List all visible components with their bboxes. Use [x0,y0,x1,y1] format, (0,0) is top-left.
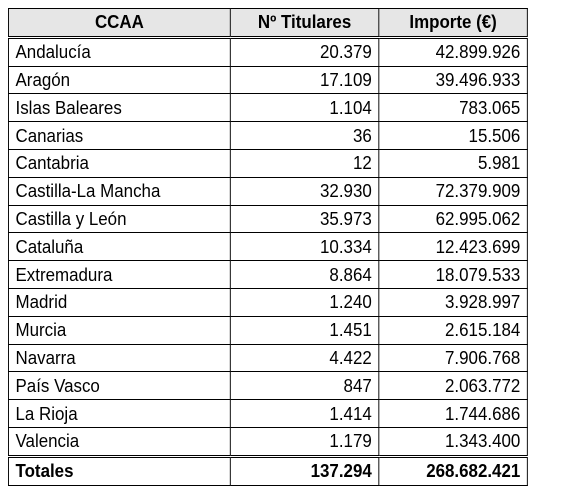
cell-importe: 39.496.933 [378,65,528,95]
cell-importe: 1.744.686 [378,399,528,428]
table-footer: Totales 137.294 268.682.421 [8,454,528,486]
cell-importe: 15.506 [378,121,528,150]
cell-importe: 3.928.997 [378,287,528,317]
table-body: Andalucía 20.379 42.899.926 Aragón 17.109 39.… [8,36,528,457]
header-ccaa: CCAA [8,8,231,39]
cell-importe: 62.995.062 [378,204,528,234]
header-row: CCAA Nº Titulares Importe (€) [8,8,528,39]
totals-row: Totales 137.294 268.682.421 [8,454,528,486]
cell-titulares: 32.930 [229,176,380,206]
cell-titulares: 35.973 [229,204,380,234]
cell-importe: 12.423.699 [378,232,528,262]
cell-titulares: 1.414 [229,399,380,428]
cell-titulares: 17.109 [229,65,380,95]
table-row: País Vasco 847 2.063.772 [8,371,528,401]
cell-titulares: 1.179 [229,426,380,457]
cell-titulares: 12 [229,148,380,178]
table-row: Castilla y León 35.973 62.995.062 [8,204,528,234]
cell-importe: 42.899.926 [378,36,528,67]
table-row: Valencia 1.179 1.343.400 [8,426,528,457]
cell-ccaa: Cantabria [8,148,231,178]
cell-titulares: 1.240 [229,287,380,317]
cell-ccaa: Cataluña [8,232,231,262]
cell-ccaa: Navarra [8,343,231,373]
totals-label: Totales [8,454,231,486]
cell-titulares: 36 [229,121,380,150]
table-row: Murcia 1.451 2.615.184 [8,315,528,345]
cell-importe: 1.343.400 [378,426,528,457]
cell-titulares: 20.379 [229,36,380,67]
cell-importe: 5.981 [378,148,528,178]
cell-importe: 72.379.909 [378,176,528,206]
table-row: Cataluña 10.334 12.423.699 [8,232,528,262]
cell-ccaa: Castilla y León [8,204,231,234]
table-row: Aragón 17.109 39.496.933 [8,65,528,95]
cell-ccaa: La Rioja [8,399,231,428]
cell-ccaa: Extremadura [8,260,231,289]
table-row: Andalucía 20.379 42.899.926 [8,36,528,67]
cell-importe: 7.906.768 [378,343,528,373]
totals-importe: 268.682.421 [378,454,528,486]
cell-titulares: 1.451 [229,315,380,345]
cell-ccaa: Islas Baleares [8,93,231,123]
cell-ccaa: Murcia [8,315,231,345]
table-row: Canarias 36 15.506 [8,121,528,150]
table-row: Islas Baleares 1.104 783.065 [8,93,528,123]
cell-importe: 2.615.184 [378,315,528,345]
table-header: CCAA Nº Titulares Importe (€) [8,8,528,39]
table-row: Castilla-La Mancha 32.930 72.379.909 [8,176,528,206]
cell-titulares: 4.422 [229,343,380,373]
table-row: Extremadura 8.864 18.079.533 [8,260,528,289]
header-titulares: Nº Titulares [229,8,380,39]
ccaa-table: CCAA Nº Titulares Importe (€) Andalucía 2… [8,8,528,486]
cell-ccaa: País Vasco [8,371,231,401]
cell-importe: 18.079.533 [378,260,528,289]
table-row: Cantabria 12 5.981 [8,148,528,178]
cell-titulares: 10.334 [229,232,380,262]
cell-ccaa: Valencia [8,426,231,457]
header-importe: Importe (€) [378,8,528,39]
cell-importe: 783.065 [378,93,528,123]
cell-ccaa: Castilla-La Mancha [8,176,231,206]
table-row: La Rioja 1.414 1.744.686 [8,399,528,428]
cell-titulares: 847 [229,371,380,401]
totals-titulares: 137.294 [229,454,380,486]
cell-ccaa: Madrid [8,287,231,317]
cell-titulares: 8.864 [229,260,380,289]
cell-ccaa: Andalucía [8,36,231,67]
table-row: Navarra 4.422 7.906.768 [8,343,528,373]
cell-importe: 2.063.772 [378,371,528,401]
cell-titulares: 1.104 [229,93,380,123]
table-row: Madrid 1.240 3.928.997 [8,287,528,317]
cell-ccaa: Aragón [8,65,231,95]
cell-ccaa: Canarias [8,121,231,150]
